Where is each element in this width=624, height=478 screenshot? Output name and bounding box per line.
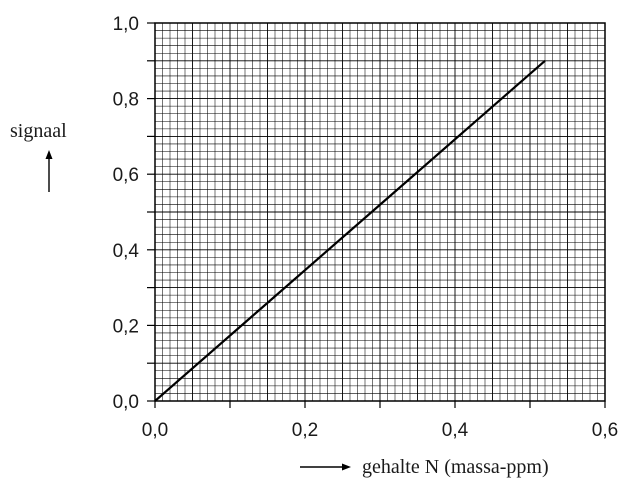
series-layer [154, 59, 546, 402]
y-tick-label: 0,8 [113, 90, 139, 111]
y-axis-arrow-icon [45, 150, 53, 192]
x-axis-title: gehalte N (massa-ppm) [362, 456, 549, 478]
y-tick-label: 0,2 [113, 316, 139, 337]
x-tick-label: 0,6 [592, 420, 618, 441]
y-tick-label: 0,4 [113, 241, 140, 262]
x-tick-label: 0,4 [442, 420, 469, 441]
y-tick-label: 0,6 [113, 165, 139, 186]
x-tick-label: 0,0 [142, 420, 168, 441]
y-axis-title: signaal [10, 120, 67, 142]
minor-gridlines [155, 23, 605, 401]
series-line [154, 59, 546, 402]
x-tick-label: 0,2 [292, 420, 318, 441]
y-tick-label: 0,0 [113, 392, 139, 413]
x-axis-arrow-icon [300, 463, 351, 471]
y-tick-labels: 0,0 0,2 0,4 0,6 0,8 1,0 [113, 14, 140, 413]
axis-ticks [147, 22, 606, 408]
x-tick-labels: 0,0 0,2 0,4 0,6 [142, 420, 618, 441]
y-tick-label: 1,0 [113, 14, 139, 35]
